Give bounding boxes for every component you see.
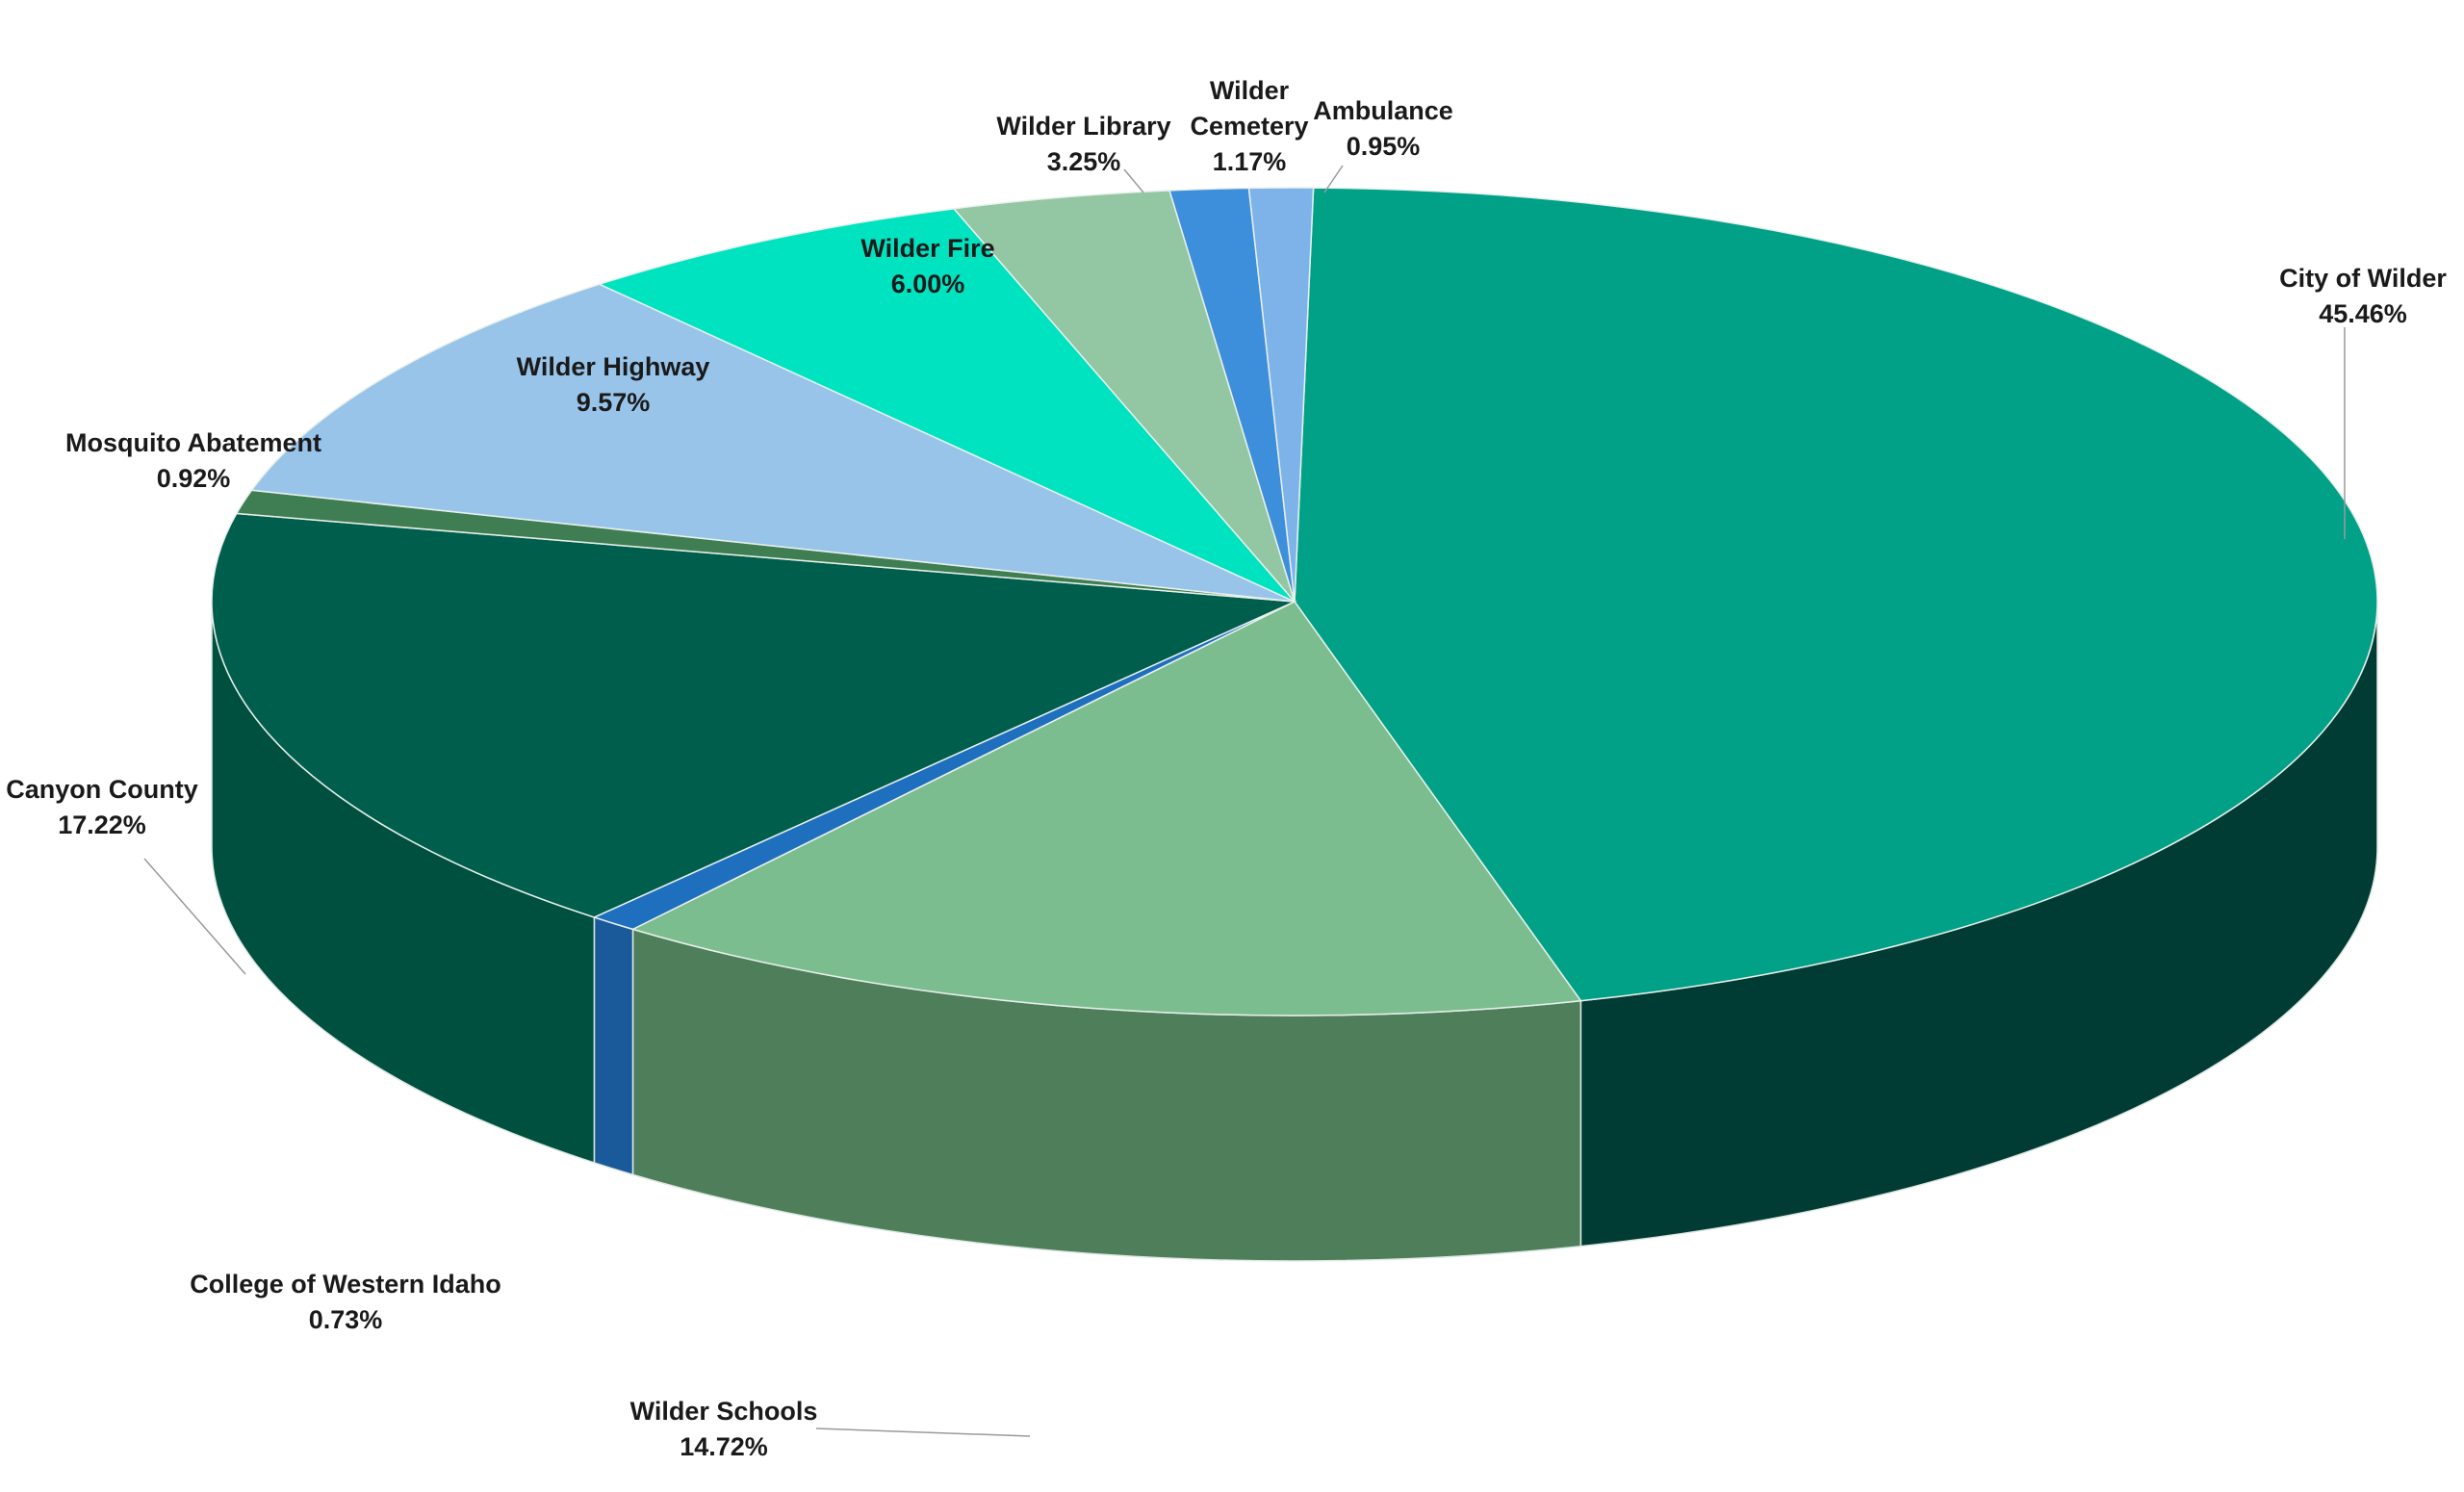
label-name-city-of-wilder: City of Wilder xyxy=(2279,264,2447,293)
label-name-wilder-cemetery: Cemetery xyxy=(1190,112,1308,141)
label-value-canyon-county: 17.22% xyxy=(58,810,146,839)
pie-tops xyxy=(211,187,2378,1016)
label-city-of-wilder: City of Wilder 45.46% xyxy=(2279,264,2447,328)
pie-slice-wilder-library xyxy=(952,190,1296,603)
label-name-college-of-western-idaho: College of Western Idaho xyxy=(190,1270,501,1299)
label-name-wilder-schools: Wilder Schools xyxy=(630,1397,818,1426)
label-value-wilder-fire: 6.00% xyxy=(891,270,965,298)
pie-slice-ambulance xyxy=(1247,187,1315,603)
leader-line-ambulance xyxy=(1323,165,1344,193)
leader-line-wilder-library xyxy=(1123,168,1144,193)
pie-slice-wilder-schools xyxy=(630,601,1582,1016)
label-college-of-western-idaho: College of Western Idaho 0.73% xyxy=(190,1270,501,1334)
label-name-wilder-fire: Wilder Fire xyxy=(860,234,994,263)
pie-slice-wilder-fire xyxy=(597,208,1296,603)
pie-slice-city-of-wilder xyxy=(1294,187,2378,1002)
label-wilder-library: Wilder Library 3.25% xyxy=(996,112,1170,176)
label-name-canyon-county: Canyon County xyxy=(6,775,198,804)
label-name-mosquito-abatement: Mosquito Abatement xyxy=(65,428,321,457)
label-value-wilder-library: 3.25% xyxy=(1047,147,1121,176)
leader-line-canyon-county xyxy=(143,858,246,975)
slice-labels: City of Wilder 45.46% Wilder Schools 14.72%… xyxy=(6,76,2447,1461)
label-wilder-schools: Wilder Schools 14.72% xyxy=(630,1397,818,1461)
label-ambulance: Ambulance 0.95% xyxy=(1313,96,1453,161)
label-mosquito-abatement: Mosquito Abatement 0.92% xyxy=(65,428,321,493)
pie-sides xyxy=(211,601,2378,1262)
pie-slice-wilder-highway xyxy=(250,283,1296,603)
label-name-wilder-library: Wilder Library xyxy=(996,112,1170,141)
label-value-wilder-cemetery: 1.17% xyxy=(1213,147,1287,176)
label-wilder-fire: Wilder Fire 6.00% xyxy=(860,234,994,298)
label-name-ambulance: Ambulance xyxy=(1313,96,1453,125)
leader-lines xyxy=(143,165,2346,1437)
pie-side-college-of-western-idaho xyxy=(593,915,634,1176)
label-wilder-highway: Wilder Highway 9.57% xyxy=(517,352,710,417)
label-value-city-of-wilder: 45.46% xyxy=(2319,299,2407,328)
label-value-ambulance: 0.95% xyxy=(1347,132,1421,161)
label-name-wilder-cemetery: Wilder xyxy=(1210,76,1290,105)
label-wilder-cemetery: Wilder Cemetery 1.17% xyxy=(1190,76,1308,176)
label-canyon-county: Canyon County 17.22% xyxy=(6,775,198,839)
leader-line-wilder-schools xyxy=(815,1428,1031,1437)
pie-slice-canyon-county xyxy=(211,512,1297,918)
label-value-wilder-highway: 9.57% xyxy=(577,388,651,417)
label-name-wilder-highway: Wilder Highway xyxy=(517,352,710,381)
label-value-wilder-schools: 14.72% xyxy=(680,1432,768,1461)
label-value-college-of-western-idaho: 0.73% xyxy=(309,1305,383,1334)
label-value-mosquito-abatement: 0.92% xyxy=(157,464,231,493)
